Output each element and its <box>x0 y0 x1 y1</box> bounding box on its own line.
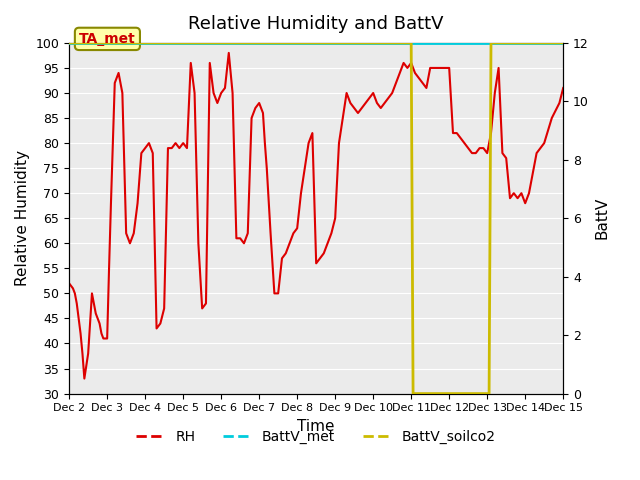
Legend: RH, BattV_met, BattV_soilco2: RH, BattV_met, BattV_soilco2 <box>131 424 502 450</box>
Title: Relative Humidity and BattV: Relative Humidity and BattV <box>188 15 444 33</box>
Y-axis label: Relative Humidity: Relative Humidity <box>15 150 30 286</box>
X-axis label: Time: Time <box>298 419 335 434</box>
Y-axis label: BattV: BattV <box>595 197 609 240</box>
Text: TA_met: TA_met <box>79 32 136 46</box>
